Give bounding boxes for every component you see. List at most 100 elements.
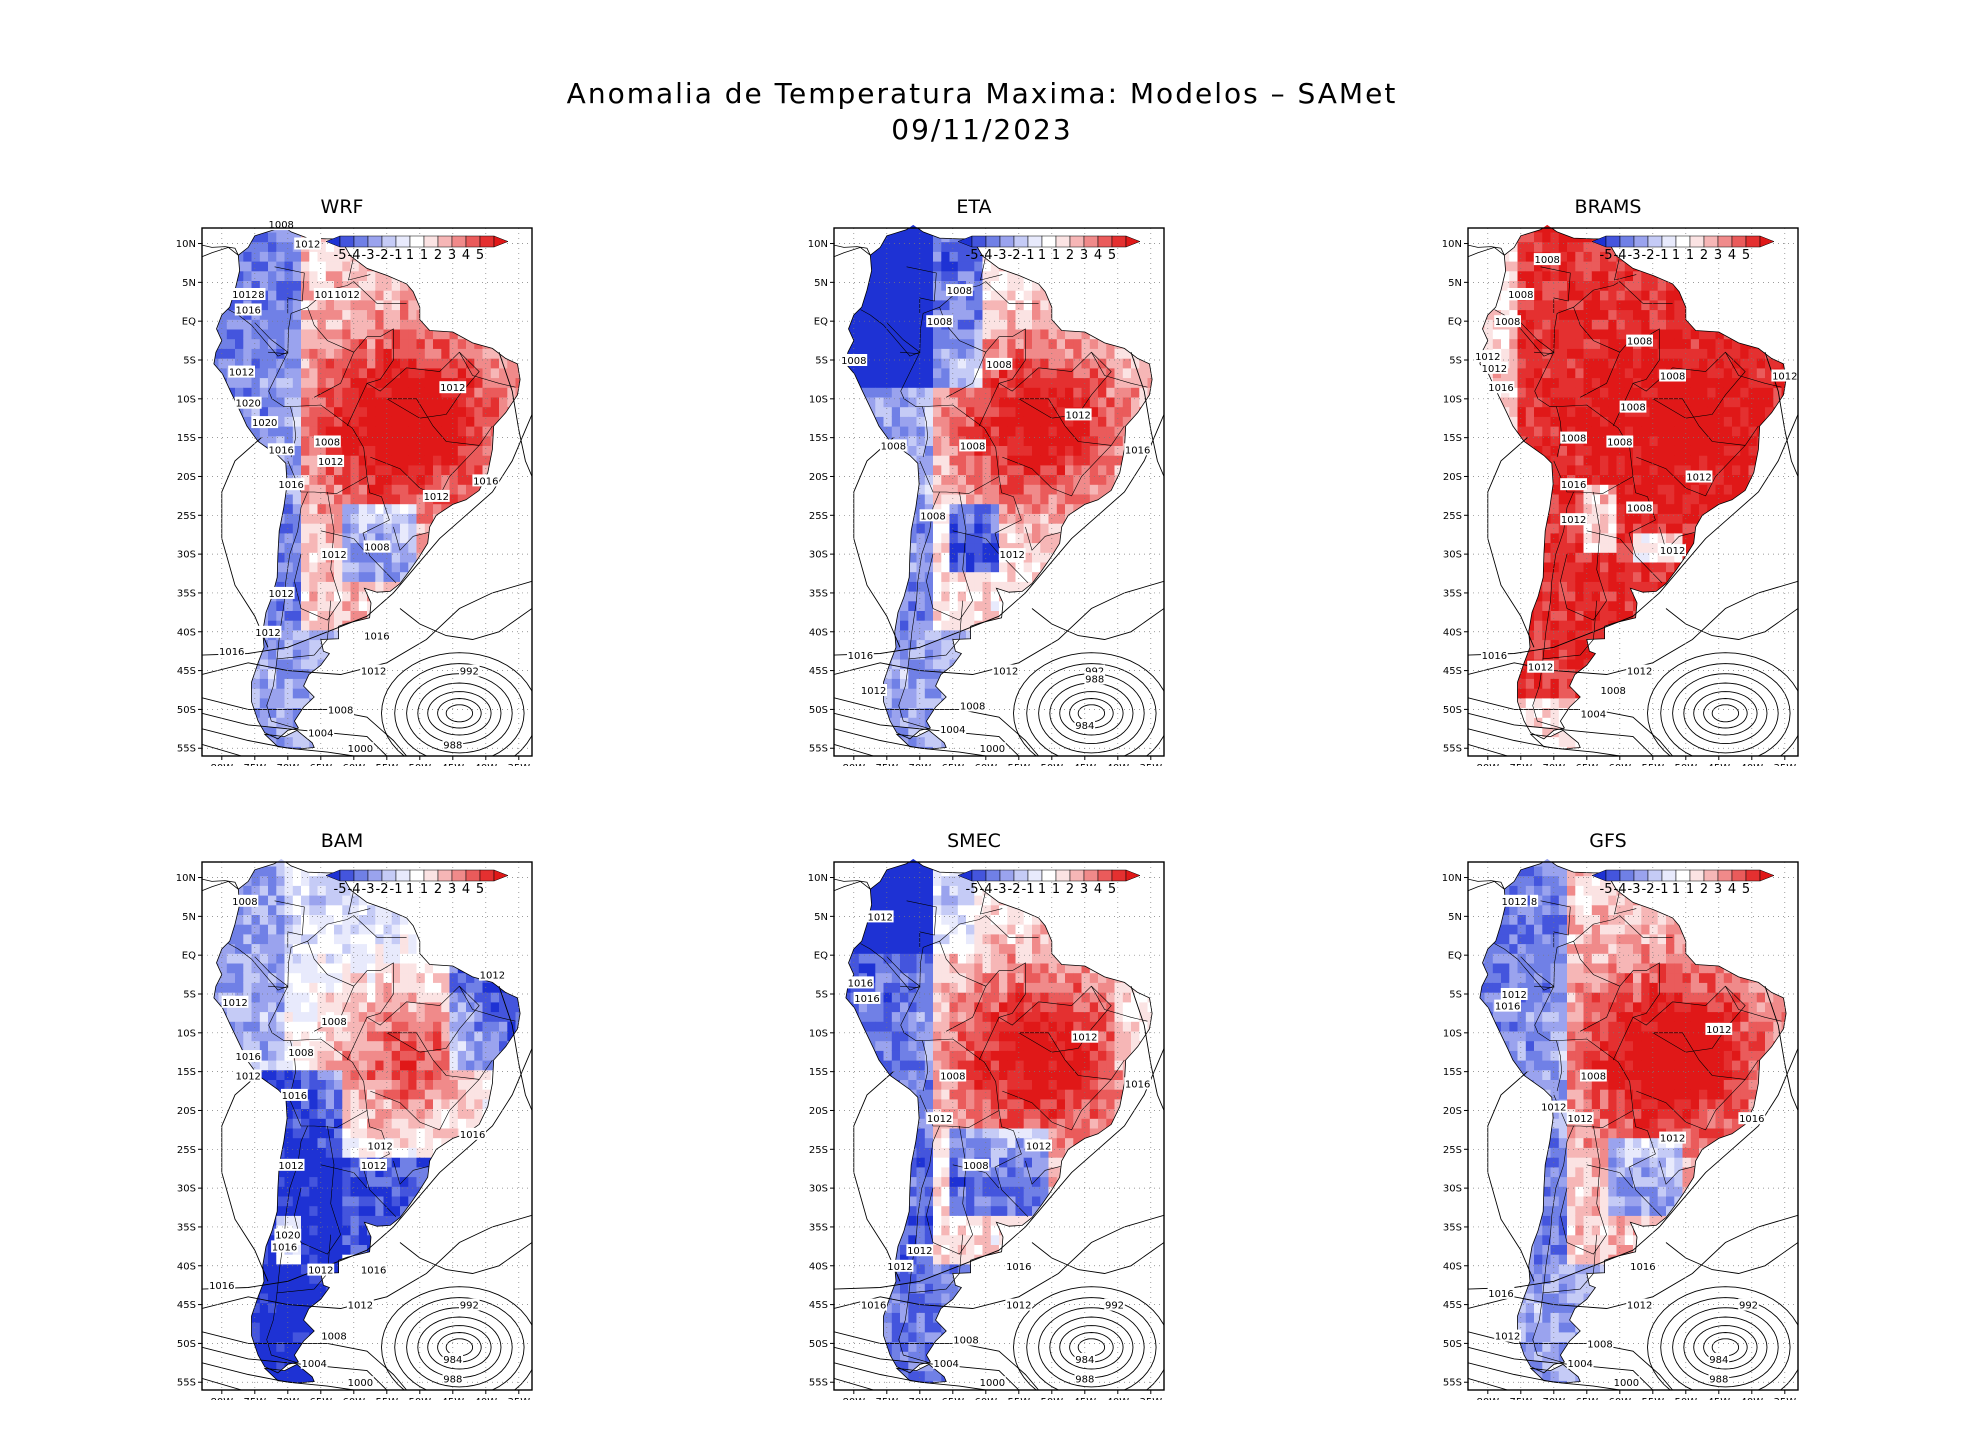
anomaly-cell (1056, 406, 1066, 417)
anomaly-cell (482, 455, 492, 466)
anomaly-cell (867, 387, 876, 398)
anomaly-cell (292, 629, 302, 641)
border-line (266, 491, 308, 730)
anomaly-cell (908, 299, 918, 311)
anomaly-cell (375, 328, 385, 340)
anomaly-cell (301, 290, 310, 301)
anomaly-cell (301, 396, 310, 408)
anomaly-cell (367, 358, 376, 369)
colorbar-label: -4 (348, 248, 361, 263)
anomaly-cell (416, 503, 426, 514)
anomaly-cell (309, 513, 319, 524)
anomaly-cell (933, 610, 942, 621)
anomaly-cell (957, 629, 967, 641)
anomaly-cell (449, 328, 459, 340)
anomaly-cell (466, 387, 475, 398)
anomaly-cell (933, 581, 942, 592)
contour-label: 992 (460, 667, 479, 678)
anomaly-cell (858, 367, 868, 379)
anomaly-cell (334, 620, 343, 631)
anomaly-cell (383, 387, 393, 398)
anomaly-cell (342, 270, 352, 281)
anomaly-cell (466, 455, 475, 466)
anomaly-cell (924, 309, 934, 320)
anomaly-cell (1040, 464, 1050, 476)
anomaly-cell (416, 464, 426, 476)
anomaly-cell (358, 610, 368, 621)
anomaly-cell (916, 387, 926, 398)
anomaly-cell (1073, 396, 1083, 408)
anomaly-cell (218, 367, 228, 379)
anomaly-cell (292, 309, 302, 320)
anomaly-cell (292, 290, 302, 301)
contour-label-bg (847, 649, 874, 662)
anomaly-cell (1032, 493, 1041, 505)
anomaly-cell (1007, 581, 1017, 592)
anomaly-cell (891, 649, 901, 660)
anomaly-cell (883, 707, 893, 718)
anomaly-cell (259, 387, 269, 398)
anomaly-cell (924, 435, 934, 446)
anomaly-cell (1032, 338, 1041, 349)
anomaly-cell (342, 455, 352, 466)
anomaly-cell (213, 358, 220, 369)
anomaly-cell (400, 455, 409, 466)
anomaly-cell (367, 270, 376, 281)
anomaly-cell (383, 426, 393, 437)
anomaly-cell (367, 523, 376, 534)
anomaly-cell (990, 474, 1000, 485)
anomaly-cell (276, 251, 286, 262)
anomaly-cell (309, 367, 319, 379)
anomaly-cell (1015, 387, 1025, 398)
anomaly-cell (457, 484, 467, 495)
anomaly-cell (1040, 328, 1050, 340)
anomaly-cell (424, 416, 434, 427)
anomaly-cell (875, 387, 885, 398)
anomaly-cell (457, 464, 467, 476)
anomaly-cell (317, 493, 327, 505)
coastline (213, 228, 521, 740)
anomaly-cell (408, 426, 418, 437)
lon-tick-label: 65W (309, 763, 332, 766)
anomaly-cell (226, 328, 236, 340)
anomaly-cell (391, 552, 401, 563)
anomaly-cell (966, 328, 975, 340)
anomaly-cell (457, 338, 467, 349)
anomaly-cell (1023, 513, 1033, 524)
isobar-line (202, 414, 532, 656)
anomaly-cell (933, 600, 942, 611)
anomaly-cell (941, 358, 951, 369)
anomaly-cell (974, 358, 984, 369)
anomaly-cell (1122, 367, 1132, 379)
anomaly-cell (375, 455, 385, 466)
anomaly-cell (1056, 484, 1066, 495)
anomaly-cell (867, 348, 876, 359)
anomaly-cell (342, 367, 352, 379)
anomaly-cell (1048, 377, 1058, 388)
anomaly-cell (924, 367, 934, 379)
anomaly-cell (284, 513, 294, 524)
anomaly-cell (292, 523, 302, 534)
anomaly-cell (990, 377, 1000, 388)
contour-label-bg (959, 699, 986, 712)
anomaly-cell (974, 309, 984, 320)
anomaly-cell (1048, 426, 1058, 437)
anomaly-cell (367, 280, 376, 291)
anomaly-cell (974, 377, 984, 388)
anomaly-cell (1114, 464, 1124, 476)
anomaly-cell (1048, 319, 1058, 330)
anomaly-cell (391, 493, 401, 505)
anomaly-cell (883, 688, 893, 699)
anomaly-cell (301, 435, 310, 446)
anomaly-cell (1056, 328, 1066, 340)
anomaly-cell (235, 387, 244, 398)
anomaly-cell (342, 338, 352, 349)
anomaly-cell (449, 338, 459, 349)
anomaly-cell (990, 445, 1000, 456)
anomaly-cell (350, 377, 360, 388)
anomaly-cell (334, 474, 343, 485)
anomaly-cell (916, 455, 926, 466)
anomaly-cell (924, 493, 934, 505)
anomaly-cell (408, 552, 418, 563)
anomaly-cell (949, 513, 959, 524)
